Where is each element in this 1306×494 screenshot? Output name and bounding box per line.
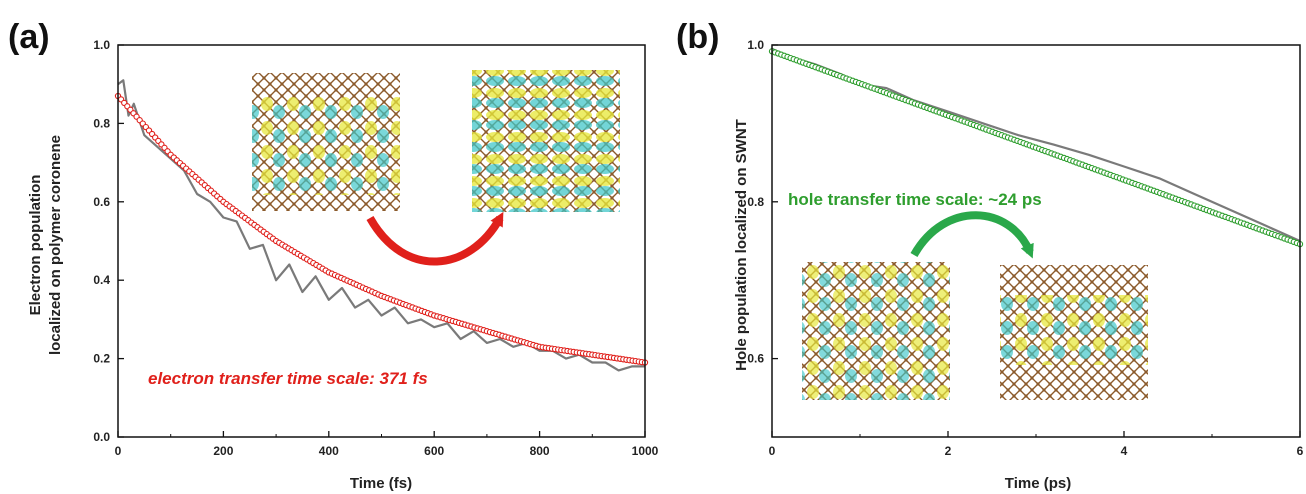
inset-a-left-orbitals: [252, 95, 400, 195]
inset-a-right-orbitals: [472, 70, 620, 212]
panel-b-ylabel: Hole population localized on SWNT: [733, 119, 750, 371]
panel-a-ytick-label: 0.6: [93, 195, 110, 209]
panel-a-xtick-label: 200: [213, 444, 233, 458]
panel-b-xtick-label: 0: [769, 444, 776, 458]
panel-a-ytick-label: 0.2: [93, 352, 110, 366]
curved-arrow-icon: [910, 211, 1034, 259]
panel-a-xtick-label: 1000: [632, 444, 659, 458]
panel-a-ytick-label: 1.0: [93, 38, 110, 52]
panel-a: (a) Electron population localized on pol…: [8, 18, 659, 492]
inset-b-left-orbitals: [802, 262, 950, 400]
panel-b-fit-series: [768, 48, 1304, 248]
panel-b-ytick-label: 0.8: [747, 195, 764, 209]
panel-a-xlabel: Time (fs): [350, 475, 412, 492]
inset-b-right-orbitals: [1000, 295, 1148, 365]
panel-a-xtick-label: 800: [530, 444, 550, 458]
panel-a-ticks: 0 200 400 600 800 1000 0.0 0.2 0.4 0.6 0.8 1.0: [93, 38, 658, 458]
panel-a-fit-series: [114, 92, 649, 366]
panel-b-ticks: 0 2 4 6 0.6 0.8 1.0: [747, 38, 1303, 458]
panel-a-xtick-label: 0: [115, 444, 122, 458]
panel-b-plot-frame: [771, 44, 1301, 438]
panel-b-ytick-label: 0.6: [747, 352, 764, 366]
panel-a-xtick-label: 600: [424, 444, 444, 458]
panel-b: (b) Hole population localized on SWNT Ti…: [676, 18, 1304, 492]
panel-b-xtick-label: 4: [1121, 444, 1128, 458]
panel-b-xtick-label: 2: [945, 444, 952, 458]
panel-b-label: (b): [676, 18, 719, 56]
panel-b-xlabel: Time (ps): [1005, 475, 1071, 492]
panel-a-xtick-label: 400: [319, 444, 339, 458]
panel-a-ylabel-line-2: localized on polymer coronene: [47, 135, 64, 355]
curved-arrow-icon: [366, 211, 504, 266]
panel-a-ylabel-line-1: Electron population: [27, 175, 44, 316]
panel-a-ytick-label: 0.8: [93, 116, 110, 130]
panel-a-plot-frame: [117, 44, 646, 438]
panel-b-ytick-label: 1.0: [747, 38, 764, 52]
panel-a-label: (a): [8, 18, 50, 56]
panel-a-ytick-label: 0.4: [93, 273, 110, 287]
panel-a-ytick-label: 0.0: [93, 430, 110, 444]
panel-b-xtick-label: 6: [1297, 444, 1304, 458]
panel-b-annotation: hole transfer time scale: ~24 ps: [788, 190, 1042, 209]
panel-a-annotation: electron transfer time scale: 371 fs: [148, 369, 428, 388]
